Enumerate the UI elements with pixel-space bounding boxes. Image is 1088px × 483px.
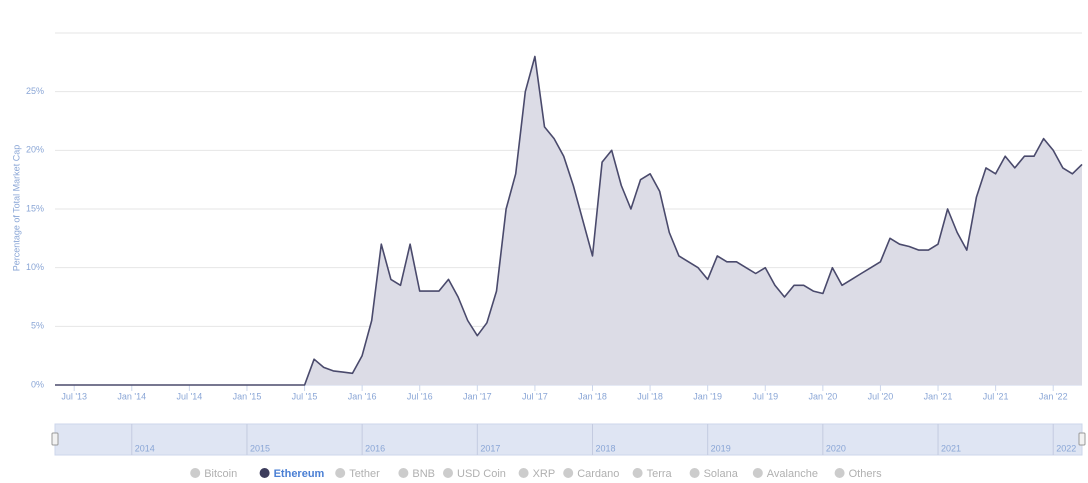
y-tick-label: 5% [31, 321, 44, 331]
y-tick-label: 0% [31, 379, 44, 389]
y-axis-label: Percentage of Total Market Cap [11, 145, 21, 271]
x-tick-label: Jan '15 [233, 391, 262, 401]
legend-marker[interactable] [443, 468, 453, 478]
legend-label[interactable]: USD Coin [457, 468, 506, 480]
navigator-label: 2022 [1056, 443, 1076, 453]
x-tick-label: Jul '15 [292, 391, 318, 401]
navigator-band [54, 423, 1083, 456]
y-tick-label: 10% [26, 262, 44, 272]
legend-label[interactable]: XRP [533, 468, 556, 480]
legend-label[interactable]: Tether [349, 468, 380, 480]
x-tick-label: Jul '21 [983, 391, 1009, 401]
navigator-label: 2019 [711, 443, 731, 453]
navigator-label: 2020 [826, 443, 846, 453]
navigator-label: 2016 [365, 443, 385, 453]
x-tick-label: Jan '18 [578, 391, 607, 401]
navigator-label: 2018 [595, 443, 615, 453]
x-tick-label: Jul '17 [522, 391, 548, 401]
legend-label[interactable]: Solana [704, 468, 739, 480]
x-tick-label: Jul '20 [868, 391, 894, 401]
area-fill [55, 56, 1082, 385]
x-tick-label: Jan '16 [348, 391, 377, 401]
y-tick-label: 15% [26, 203, 44, 213]
x-tick-label: Jan '17 [463, 391, 492, 401]
x-tick-label: Jul '13 [61, 391, 87, 401]
navigator-handle[interactable] [51, 432, 59, 446]
legend-marker[interactable] [259, 468, 270, 478]
legend-marker[interactable] [632, 468, 643, 478]
legend-marker[interactable] [190, 468, 201, 478]
legend-marker[interactable] [563, 468, 574, 478]
navigator-handle[interactable] [1078, 432, 1086, 446]
legend-marker[interactable] [335, 468, 346, 478]
legend-label[interactable]: Others [849, 468, 883, 480]
navigator-label: 2015 [250, 443, 270, 453]
legend-marker[interactable] [398, 468, 409, 478]
legend-marker[interactable] [689, 468, 700, 478]
y-tick-label: 20% [26, 145, 44, 155]
x-tick-label: Jan '19 [693, 391, 722, 401]
x-tick-label: Jan '14 [117, 391, 146, 401]
legend-label[interactable]: Ethereum [274, 468, 325, 480]
navigator-label: 2021 [941, 443, 961, 453]
legend-label[interactable]: Avalanche [767, 468, 818, 480]
x-tick-label: Jul '16 [407, 391, 433, 401]
x-tick-label: Jul '14 [177, 391, 203, 401]
navigator-label: 2017 [480, 443, 500, 453]
legend-label[interactable]: Cardano [577, 468, 619, 480]
x-tick-label: Jan '21 [924, 391, 953, 401]
legend-marker[interactable] [752, 468, 763, 478]
x-tick-label: Jan '20 [808, 391, 837, 401]
x-tick-label: Jul '19 [752, 391, 778, 401]
legend-label[interactable]: BNB [412, 468, 435, 480]
area-line [55, 55, 1083, 386]
x-tick-label: Jan '22 [1039, 391, 1068, 401]
navigator-label: 2014 [135, 443, 155, 453]
legend-marker[interactable] [834, 468, 845, 478]
y-tick-label: 25% [26, 86, 44, 96]
legend-label[interactable]: Terra [647, 468, 673, 480]
legend-marker[interactable] [518, 468, 529, 478]
legend-label[interactable]: Bitcoin [204, 468, 237, 480]
x-tick-label: Jul '18 [637, 391, 663, 401]
